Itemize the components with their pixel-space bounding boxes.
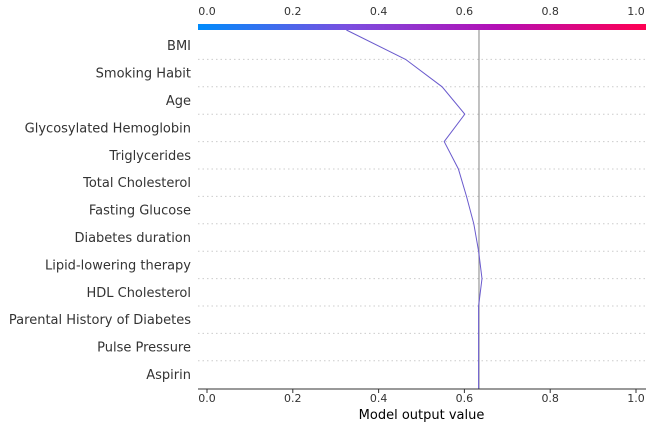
- feature-label: HDL Cholesterol: [86, 286, 191, 301]
- top-tick-label: 0.0: [198, 5, 216, 18]
- bottom-tick-label: 1.0: [627, 392, 645, 405]
- bottom-tick-label: 0.4: [370, 392, 388, 405]
- x-axis-title: Model output value: [359, 408, 485, 423]
- feature-labels: BMI Smoking Habit Age Glycosylated Hemoglob…: [9, 39, 191, 383]
- bottom-axis-ticks: 0.0 0.2 0.4 0.6 0.8 1.0: [198, 389, 645, 405]
- feature-gridlines: [198, 58, 646, 362]
- top-tick-label: 1.0: [627, 5, 645, 18]
- bottom-tick-label: 0.6: [456, 392, 474, 405]
- top-axis-ticks: 0.0 0.2 0.4 0.6 0.8 1.0: [198, 5, 645, 18]
- feature-label: Total Cholesterol: [82, 176, 191, 191]
- feature-label: Lipid-lowering therapy: [45, 258, 191, 273]
- top-tick-label: 0.4: [370, 5, 388, 18]
- top-tick-label: 0.8: [541, 5, 559, 18]
- feature-label: Diabetes duration: [74, 231, 191, 246]
- feature-label: Smoking Habit: [96, 67, 191, 82]
- feature-label: Pulse Pressure: [97, 341, 191, 356]
- feature-label: Age: [166, 94, 191, 109]
- feature-label: BMI: [167, 39, 191, 54]
- top-tick-label: 0.2: [284, 5, 302, 18]
- bottom-tick-label: 0.2: [284, 392, 302, 405]
- feature-label: Aspirin: [146, 368, 191, 383]
- bottom-tick-label: 0.0: [198, 392, 216, 405]
- top-tick-label: 0.6: [456, 5, 474, 18]
- decision-path-line: [346, 29, 483, 389]
- feature-label: Parental History of Diabetes: [9, 313, 191, 328]
- feature-label: Triglycerides: [108, 149, 191, 164]
- colorbar: [198, 24, 646, 30]
- feature-label: Glycosylated Hemoglobin: [25, 121, 191, 136]
- bottom-tick-label: 0.8: [541, 392, 559, 405]
- feature-label: Fasting Glucose: [89, 204, 191, 219]
